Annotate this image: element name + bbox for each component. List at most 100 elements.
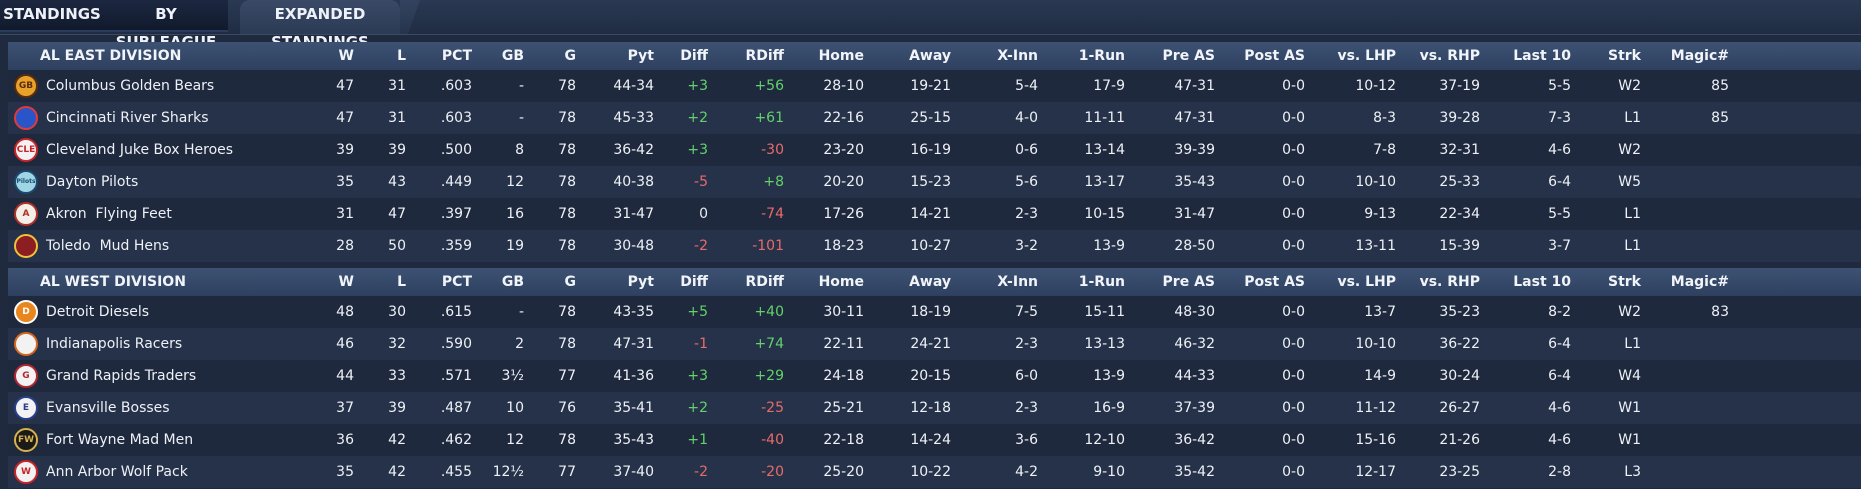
team-cell[interactable]: Pilots Dayton Pilots <box>8 170 278 194</box>
table-row[interactable]: CLE Cleveland Juke Box Heroes 39 39 .500 8 78 3… <box>8 134 1861 166</box>
column-header-x-inn[interactable]: X-Inn <box>997 48 1038 64</box>
table-row[interactable]: Indianapolis Racers 46 32 .590 2 78 47-31 -1 +74… <box>8 328 1861 360</box>
table-row[interactable]: Pilots Dayton Pilots 35 43 .449 12 78 40-38 -5 +8… <box>8 166 1861 198</box>
column-header-pct[interactable]: PCT <box>441 274 472 290</box>
team-cell[interactable]: E Evansville Bosses <box>8 396 278 420</box>
column-header-post-as[interactable]: Post AS <box>1244 48 1305 64</box>
tab-standings[interactable]: STANDINGS <box>0 0 104 32</box>
column-header-pre-as[interactable]: Pre AS <box>1162 274 1215 290</box>
column-header-gb[interactable]: GB <box>501 48 524 64</box>
table-row[interactable]: GB Columbus Golden Bears 47 31 .603 - 78 44-34 +… <box>8 70 1861 102</box>
table-row[interactable]: A Akron Flying Feet 31 47 .397 16 78 31-47 0 -74 1… <box>8 198 1861 230</box>
cell-l: 33 <box>388 368 406 384</box>
division-title: AL EAST DIVISION <box>40 48 182 64</box>
team-cell[interactable]: G Grand Rapids Traders <box>8 364 278 388</box>
team-name-link[interactable]: Cleveland Juke Box Heroes <box>46 142 234 158</box>
cell-pct: .571 <box>440 368 472 384</box>
column-header-vs-lhp[interactable]: vs. LHP <box>1337 274 1396 290</box>
column-header-pct[interactable]: PCT <box>441 48 472 64</box>
cell-w: 39 <box>336 142 354 158</box>
cell-vs-lhp: 10-10 <box>1355 174 1396 190</box>
column-header-vs-rhp[interactable]: vs. RHP <box>1419 48 1480 64</box>
table-row[interactable]: Toledo Mud Hens 28 50 .359 19 78 30-48 -2 -101 18… <box>8 230 1861 262</box>
table-row[interactable]: D Detroit Diesels 48 30 .615 - 78 43-35 +5 +40 30-… <box>8 296 1861 328</box>
table-row[interactable]: FW Fort Wayne Mad Men 36 42 .462 12 78 35-43 +1 -… <box>8 424 1861 456</box>
column-header-l[interactable]: L <box>397 48 406 64</box>
column-header-diff[interactable]: Diff <box>680 48 708 64</box>
column-header-strk[interactable]: Strk <box>1608 48 1641 64</box>
column-header-w[interactable]: W <box>338 274 354 290</box>
column-header-pre-as[interactable]: Pre AS <box>1162 48 1215 64</box>
team-name-link[interactable]: Indianapolis Racers <box>46 336 183 352</box>
column-header-x-inn[interactable]: X-Inn <box>997 274 1038 290</box>
column-header-home[interactable]: Home <box>818 274 864 290</box>
column-header-pyt[interactable]: Pyt <box>627 48 654 64</box>
column-header-pyt[interactable]: Pyt <box>627 274 654 290</box>
table-row[interactable]: G Grand Rapids Traders 44 33 .571 3½ 77 41-36 +3… <box>8 360 1861 392</box>
team-name-link[interactable]: Toledo Mud Hens <box>46 238 170 254</box>
team-name-link[interactable]: Ann Arbor Wolf Pack <box>46 464 188 480</box>
team-cell[interactable]: FW Fort Wayne Mad Men <box>8 428 278 452</box>
table-row[interactable]: W Ann Arbor Wolf Pack 35 42 .455 12½ 77 37-40 -2… <box>8 456 1861 488</box>
column-header-1-run[interactable]: 1-Run <box>1078 48 1125 64</box>
tab-expanded-standings[interactable]: EXPANDED STANDINGS <box>240 0 400 51</box>
cell-strk: L1 <box>1624 238 1641 254</box>
column-header-w[interactable]: W <box>338 48 354 64</box>
team-name-link[interactable]: Detroit Diesels <box>46 304 150 320</box>
column-header-magic[interactable]: Magic# <box>1670 48 1729 64</box>
column-header-1-run[interactable]: 1-Run <box>1078 274 1125 290</box>
team-name-link[interactable]: Cincinnati River Sharks <box>46 110 209 126</box>
tab-by-subleague[interactable]: BY SUBLEAGUE <box>104 0 228 51</box>
cell-gb: - <box>518 78 524 94</box>
column-header-home[interactable]: Home <box>818 48 864 64</box>
column-header-rdiff[interactable]: RDiff <box>745 48 784 64</box>
column-header-diff[interactable]: Diff <box>680 274 708 290</box>
column-header-away[interactable]: Away <box>909 274 951 290</box>
cell-vs-lhp: 14-9 <box>1364 368 1396 384</box>
team-name-link[interactable]: Dayton Pilots <box>46 174 139 190</box>
column-header-strk[interactable]: Strk <box>1608 274 1641 290</box>
cell-pre-as: 44-33 <box>1174 368 1215 384</box>
cell-rdiff: -30 <box>761 142 784 158</box>
division-title: AL WEST DIVISION <box>40 274 186 290</box>
cell-vs-rhp: 37-19 <box>1439 78 1480 94</box>
team-name-link[interactable]: Fort Wayne Mad Men <box>46 432 194 448</box>
team-cell[interactable]: D Detroit Diesels <box>8 300 278 324</box>
column-header-l[interactable]: L <box>397 274 406 290</box>
cell-last-10: 5-5 <box>1548 78 1571 94</box>
cell-vs-rhp: 39-28 <box>1439 110 1480 126</box>
team-name-link[interactable]: Grand Rapids Traders <box>46 368 197 384</box>
column-header-last-10[interactable]: Last 10 <box>1513 48 1571 64</box>
cell-vs-lhp: 8-3 <box>1373 110 1396 126</box>
column-header-away[interactable]: Away <box>909 48 951 64</box>
column-header-rdiff[interactable]: RDiff <box>745 274 784 290</box>
column-header-post-as[interactable]: Post AS <box>1244 274 1305 290</box>
column-header-g[interactable]: G <box>564 48 577 64</box>
table-row[interactable]: Cincinnati River Sharks 47 31 .603 - 78 45-33 +… <box>8 102 1861 134</box>
team-cell[interactable]: Cincinnati River Sharks <box>8 106 278 130</box>
column-header-vs-rhp[interactable]: vs. RHP <box>1419 274 1480 290</box>
column-header-vs-lhp[interactable]: vs. LHP <box>1337 48 1396 64</box>
cell-vs-rhp: 36-22 <box>1439 336 1480 352</box>
cell-pyt: 45-33 <box>613 110 654 126</box>
column-header-g[interactable]: G <box>564 274 577 290</box>
cell-home: 25-20 <box>823 464 864 480</box>
team-cell[interactable]: GB Columbus Golden Bears <box>8 74 278 98</box>
cell-l: 39 <box>388 142 406 158</box>
team-cell[interactable]: W Ann Arbor Wolf Pack <box>8 460 278 484</box>
team-cell[interactable]: CLE Cleveland Juke Box Heroes <box>8 138 278 162</box>
column-header-last-10[interactable]: Last 10 <box>1513 274 1571 290</box>
table-row[interactable]: E Evansville Bosses 37 39 .487 10 76 35-41 +2 -25… <box>8 392 1861 424</box>
cell-post-as: 0-0 <box>1282 110 1305 126</box>
cell-pyt: 41-36 <box>613 368 654 384</box>
team-name-link[interactable]: Akron Flying Feet <box>46 206 172 222</box>
column-header-gb[interactable]: GB <box>501 274 524 290</box>
cell-1-run: 16-9 <box>1093 400 1125 416</box>
team-name-link[interactable]: Columbus Golden Bears <box>46 78 215 94</box>
team-cell[interactable]: A Akron Flying Feet <box>8 202 278 226</box>
column-header-magic[interactable]: Magic# <box>1670 274 1729 290</box>
team-name-link[interactable]: Evansville Bosses <box>46 400 170 416</box>
team-cell[interactable]: Indianapolis Racers <box>8 332 278 356</box>
cell-g: 78 <box>558 174 576 190</box>
team-cell[interactable]: Toledo Mud Hens <box>8 234 278 258</box>
